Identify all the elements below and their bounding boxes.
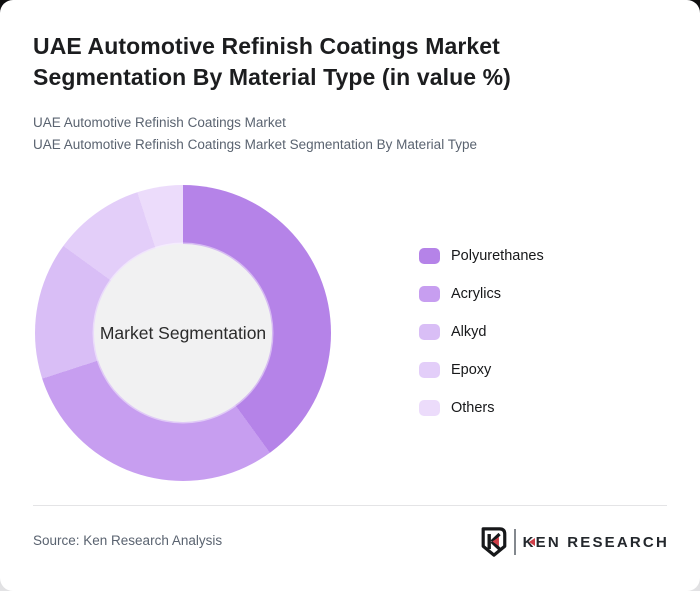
legend-label: Acrylics — [451, 285, 501, 302]
page-title: UAE Automotive Refinish Coatings Market … — [33, 33, 511, 90]
legend-item: Epoxy — [419, 361, 544, 378]
legend: Polyurethanes Acrylics Alkyd Epoxy Others — [419, 247, 544, 437]
legend-swatch — [419, 247, 440, 264]
breadcrumb: UAE Automotive Refinish Coatings Market … — [33, 112, 477, 155]
legend-item: Others — [419, 399, 544, 416]
donut-center-label: Market Segmentation — [99, 322, 267, 343]
legend-item: Alkyd — [419, 323, 544, 340]
shield-k-icon — [481, 527, 506, 557]
legend-item: Acrylics — [419, 285, 544, 302]
legend-item: Polyurethanes — [419, 247, 544, 264]
legend-label: Polyurethanes — [451, 247, 544, 264]
legend-swatch — [419, 285, 440, 302]
donut-chart: Market Segmentation — [35, 185, 331, 481]
legend-swatch — [419, 323, 440, 340]
legend-label: Epoxy — [451, 361, 492, 378]
subtitle-line-2: UAE Automotive Refinish Coatings Market … — [33, 136, 477, 152]
legend-swatch — [419, 361, 440, 378]
donut-center: Market Segmentation — [94, 244, 272, 422]
logo-wordmark: KEN RESEARCH — [523, 534, 669, 551]
logo-divider-bar — [513, 529, 516, 555]
legend-label: Others — [451, 399, 495, 416]
legend-label: Alkyd — [451, 323, 487, 340]
ken-research-logo: KEN RESEARCH — [479, 527, 669, 557]
logo-wordmark-k: K — [522, 533, 536, 551]
legend-swatch — [419, 399, 440, 416]
subtitle-line-1: UAE Automotive Refinish Coatings Market — [33, 115, 286, 130]
source-text: Source: Ken Research Analysis — [33, 533, 223, 548]
logo-wordmark-rest: EN RESEARCH — [535, 533, 669, 551]
footer-divider — [33, 505, 667, 506]
